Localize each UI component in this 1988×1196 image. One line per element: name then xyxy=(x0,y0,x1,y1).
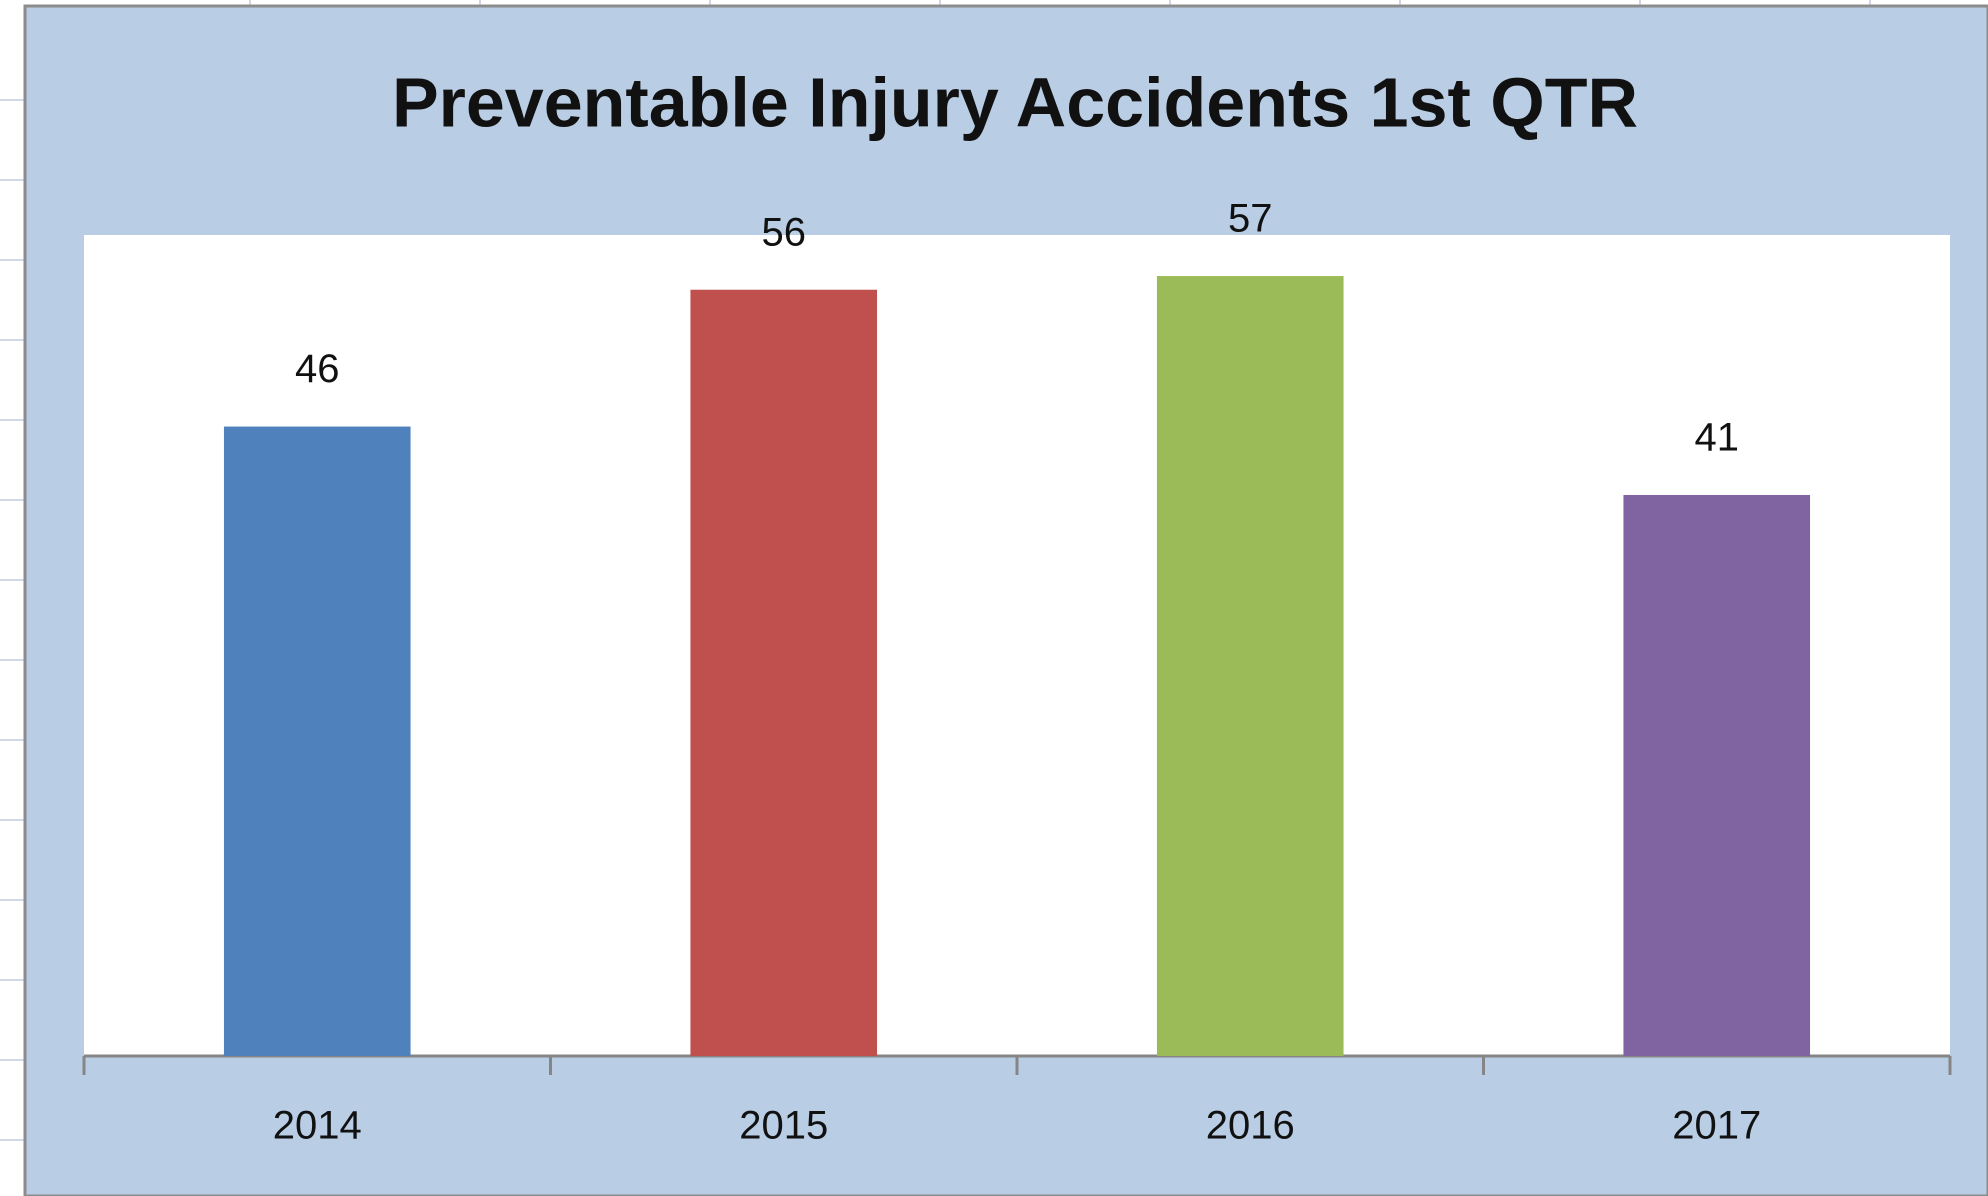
bar xyxy=(690,289,878,1056)
x-tick-label: 2016 xyxy=(1206,1104,1295,1148)
x-tick-label: 2015 xyxy=(739,1104,828,1148)
data-label: 56 xyxy=(762,210,807,254)
data-label: 41 xyxy=(1695,416,1740,460)
x-tick-label: 2014 xyxy=(273,1104,362,1148)
data-label: 57 xyxy=(1228,197,1273,241)
bar xyxy=(223,426,411,1057)
data-label: 46 xyxy=(295,347,340,391)
bar xyxy=(1623,494,1811,1056)
bar xyxy=(1156,276,1344,1056)
x-tick-label: 2017 xyxy=(1672,1104,1761,1148)
chart-title: Preventable Injury Accidents 1st QTR xyxy=(392,63,1638,141)
